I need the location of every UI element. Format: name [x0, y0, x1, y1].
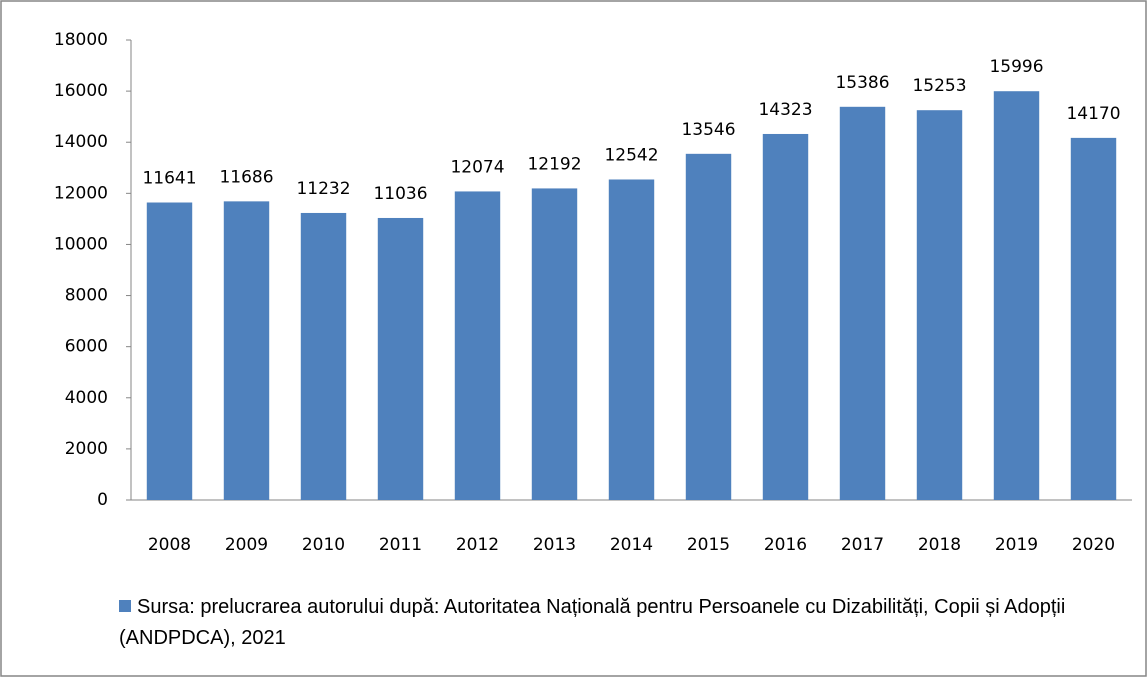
- x-tick-label: 2010: [302, 535, 345, 555]
- data-label: 12074: [450, 157, 504, 177]
- bar: [223, 201, 270, 500]
- x-tick-label: 2016: [764, 535, 807, 555]
- y-tick-label: 8000: [65, 286, 108, 306]
- x-tick-label: 2008: [148, 535, 191, 555]
- y-tick-label: 14000: [54, 132, 108, 152]
- bar: [300, 212, 347, 500]
- y-tick-label: 16000: [54, 81, 108, 101]
- bar: [146, 202, 193, 500]
- x-tick-label: 2013: [533, 535, 576, 555]
- x-tick-label: 2009: [225, 535, 268, 555]
- x-tick-label: 2011: [379, 535, 422, 555]
- data-label: 15996: [989, 57, 1043, 77]
- data-label: 11232: [296, 179, 350, 199]
- y-tick-label: 12000: [54, 183, 108, 203]
- legend-label: Sursa: prelucrarea autorului după: Autor…: [119, 596, 1066, 649]
- data-label: 14170: [1066, 104, 1120, 124]
- bar: [531, 188, 578, 500]
- bar: [839, 106, 886, 501]
- legend: Sursa: prelucrarea autorului după: Autor…: [119, 592, 1109, 654]
- x-tick-label: 2020: [1072, 535, 1115, 555]
- x-tick-label: 2012: [456, 535, 499, 555]
- data-label: 11641: [142, 169, 196, 189]
- y-tick-label: 0: [97, 490, 108, 510]
- bar: [685, 153, 732, 500]
- y-tick-label: 6000: [65, 337, 108, 357]
- y-tick-label: 10000: [54, 234, 108, 254]
- y-tick-label: 2000: [65, 439, 108, 459]
- legend-swatch: [119, 600, 131, 612]
- x-tick-label: 2015: [687, 535, 730, 555]
- data-label: 12542: [604, 145, 658, 165]
- bar: [993, 91, 1040, 501]
- data-label: 14323: [758, 100, 812, 120]
- data-label: 11036: [373, 184, 427, 204]
- data-label: 11686: [219, 167, 273, 187]
- bar: [608, 179, 655, 500]
- data-label: 15386: [835, 73, 889, 93]
- data-label: 15253: [912, 76, 966, 96]
- bar: [762, 133, 809, 500]
- x-tick-label: 2019: [995, 535, 1038, 555]
- x-tick-label: 2017: [841, 535, 884, 555]
- data-label: 13546: [681, 120, 735, 140]
- data-label: 12192: [527, 154, 581, 174]
- bar: [454, 191, 501, 501]
- x-tick-label: 2018: [918, 535, 961, 555]
- bar: [1070, 137, 1117, 500]
- bar: [916, 110, 963, 500]
- y-tick-label: 18000: [54, 30, 108, 50]
- y-tick-label: 4000: [65, 388, 108, 408]
- x-tick-label: 2014: [610, 535, 653, 555]
- bar: [377, 217, 424, 501]
